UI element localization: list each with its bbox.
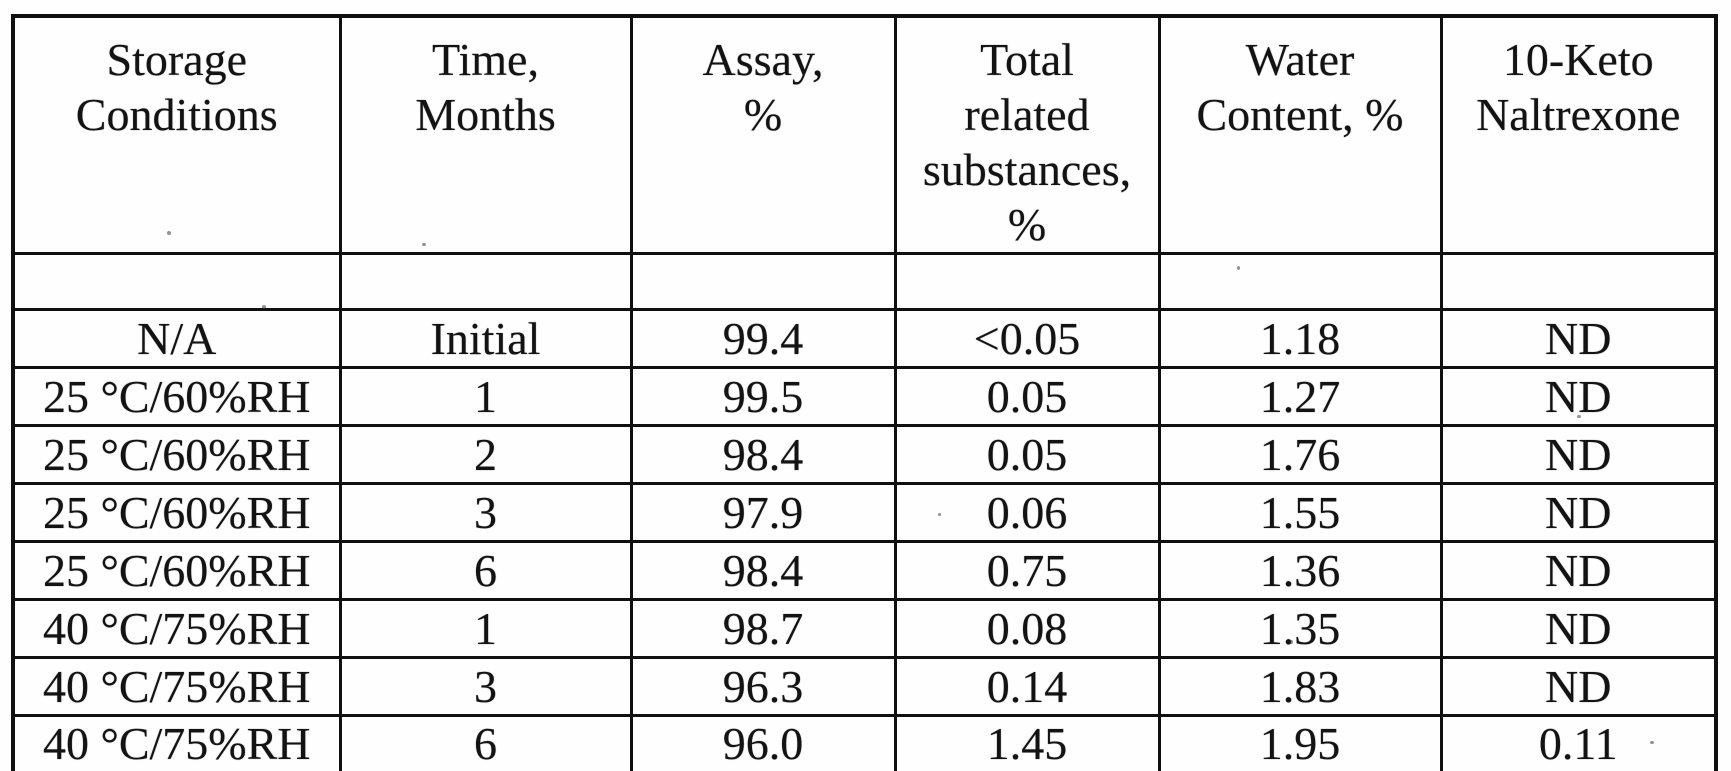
table-cell-r6-total-related-substances-pct: 0.14 [893,656,1161,717]
table-cell-r3-assay-pct: 97.9 [629,482,897,543]
table-cell-r3-time-months: 3 [338,482,633,543]
table-cell-r3-10-keto-naltrexone: ND [1439,482,1718,543]
table-cell-r0-storage-conditions: N/A [11,308,342,369]
header-line: Time, [432,34,539,85]
table-cell-r6-water-content-pct: 1.83 [1157,656,1443,717]
table-cell-r2-time-months: 2 [338,424,633,485]
table-cell-r4-water-content-pct: 1.36 [1157,540,1443,601]
column-header-time-months: Time, Months [338,14,633,255]
table-cell-r6-assay-pct: 96.3 [629,656,897,717]
header-line: Water [1245,34,1355,85]
table-cell-r0-total-related-substances-pct: <0.05 [893,308,1161,369]
table-cell-r4-storage-conditions: 25 °C/60%RH [11,540,342,601]
scan-speck [422,243,426,246]
spacer-cell [11,252,342,311]
table-cell-r1-assay-pct: 99.5 [629,366,897,427]
spacer-cell [338,252,633,311]
table-cell-r4-time-months: 6 [338,540,633,601]
table-cell-r6-10-keto-naltrexone: ND [1439,656,1718,717]
column-header-water-content-pct: Water Content, % [1157,14,1443,255]
table-cell-r5-assay-pct: 98.7 [629,598,897,659]
header-line: Total [980,34,1074,85]
column-header-assay-pct: Assay,% [629,14,897,255]
header-line: % [1007,199,1047,250]
table-body: N/A Initial 99.4 <0.05 1.18 ND 25 °C/60%RH 1 99.… [11,252,1718,771]
table-cell-r4-10-keto-naltrexone: ND [1439,540,1718,601]
table-cell-r2-total-related-substances-pct: 0.05 [893,424,1161,485]
spacer-row [11,252,1718,311]
header-row: Storage Conditions Time, Months Assay,% Total… [11,14,1718,255]
scan-speck [1237,266,1240,270]
table-cell-r7-assay-pct: 96.0 [629,714,897,771]
scan-speck [1290,640,1293,644]
table-cell-r5-total-related-substances-pct: 0.08 [893,598,1161,659]
table-cell-r7-total-related-substances-pct: 1.45 [893,714,1161,771]
table-cell-r5-10-keto-naltrexone: ND [1439,598,1718,659]
stability-data-table: Storage Conditions Time, Months Assay,% Total… [11,14,1718,771]
spacer-cell [1157,252,1443,311]
scan-speck [167,231,171,235]
header-line: related [964,89,1090,140]
table-cell-r2-10-keto-naltrexone: ND [1439,424,1718,485]
header-line: Content, % [1196,89,1404,140]
table-cell-r3-storage-conditions: 25 °C/60%RH [11,482,342,543]
header-line: Months [415,89,556,140]
spacer-cell [1439,252,1718,311]
table-cell-r2-water-content-pct: 1.76 [1157,424,1443,485]
header-line: substances, [922,144,1132,195]
scan-speck [938,513,941,516]
header-line: % [743,89,783,140]
table-cell-r0-time-months: Initial [338,308,633,369]
scan-speck [1577,415,1581,418]
table-row: 25 °C/60%RH 2 98.4 0.05 1.76 ND [11,424,1718,485]
table-cell-r7-10-keto-naltrexone: 0.11 [1439,714,1718,771]
scan-speck [1650,741,1654,744]
table-row: 25 °C/60%RH 1 99.5 0.05 1.27 ND [11,366,1718,427]
table-cell-r7-storage-conditions: 40 °C/75%RH [11,714,342,771]
table-row: N/A Initial 99.4 <0.05 1.18 ND [11,308,1718,369]
table-cell-r0-water-content-pct: 1.18 [1157,308,1443,369]
table-row: 40 °C/75%RH 1 98.7 0.08 1.35 ND [11,598,1718,659]
table-cell-r3-total-related-substances-pct: 0.06 [893,482,1161,543]
table-cell-r5-water-content-pct: 1.35 [1157,598,1443,659]
column-header-total-related-substances-pct: Total related substances,% [893,14,1161,255]
table-cell-r1-water-content-pct: 1.27 [1157,366,1443,427]
header-line: Conditions [75,89,278,140]
header-line: Assay, [702,34,824,85]
table-cell-r7-time-months: 6 [338,714,633,771]
table-cell-r4-assay-pct: 98.4 [629,540,897,601]
scan-speck [262,305,266,309]
table-cell-r1-storage-conditions: 25 °C/60%RH [11,366,342,427]
header-line: Naltrexone [1476,89,1681,140]
table-cell-r1-total-related-substances-pct: 0.05 [893,366,1161,427]
header-line: 10-Keto [1502,34,1654,85]
table-cell-r2-storage-conditions: 25 °C/60%RH [11,424,342,485]
table-cell-r2-assay-pct: 98.4 [629,424,897,485]
table-row: 40 °C/75%RH 3 96.3 0.14 1.83 ND [11,656,1718,717]
table-cell-r6-storage-conditions: 40 °C/75%RH [11,656,342,717]
header-line: Storage [106,34,247,85]
table-cell-r1-time-months: 1 [338,366,633,427]
column-header-10-keto-naltrexone: 10-Keto Naltrexone [1439,14,1718,255]
table-cell-r6-time-months: 3 [338,656,633,717]
table-cell-r4-total-related-substances-pct: 0.75 [893,540,1161,601]
spacer-cell [893,252,1161,311]
table-cell-r5-storage-conditions: 40 °C/75%RH [11,598,342,659]
column-header-storage-conditions: Storage Conditions [11,14,342,255]
table-cell-r0-assay-pct: 99.4 [629,308,897,369]
table-cell-r0-10-keto-naltrexone: ND [1439,308,1718,369]
table-row: 40 °C/75%RH 6 96.0 1.45 1.95 0.11 [11,714,1718,771]
spacer-cell [629,252,897,311]
table-cell-r3-water-content-pct: 1.55 [1157,482,1443,543]
table-cell-r5-time-months: 1 [338,598,633,659]
table-cell-r7-water-content-pct: 1.95 [1157,714,1443,771]
table-row: 25 °C/60%RH 3 97.9 0.06 1.55 ND [11,482,1718,543]
table-row: 25 °C/60%RH 6 98.4 0.75 1.36 ND [11,540,1718,601]
